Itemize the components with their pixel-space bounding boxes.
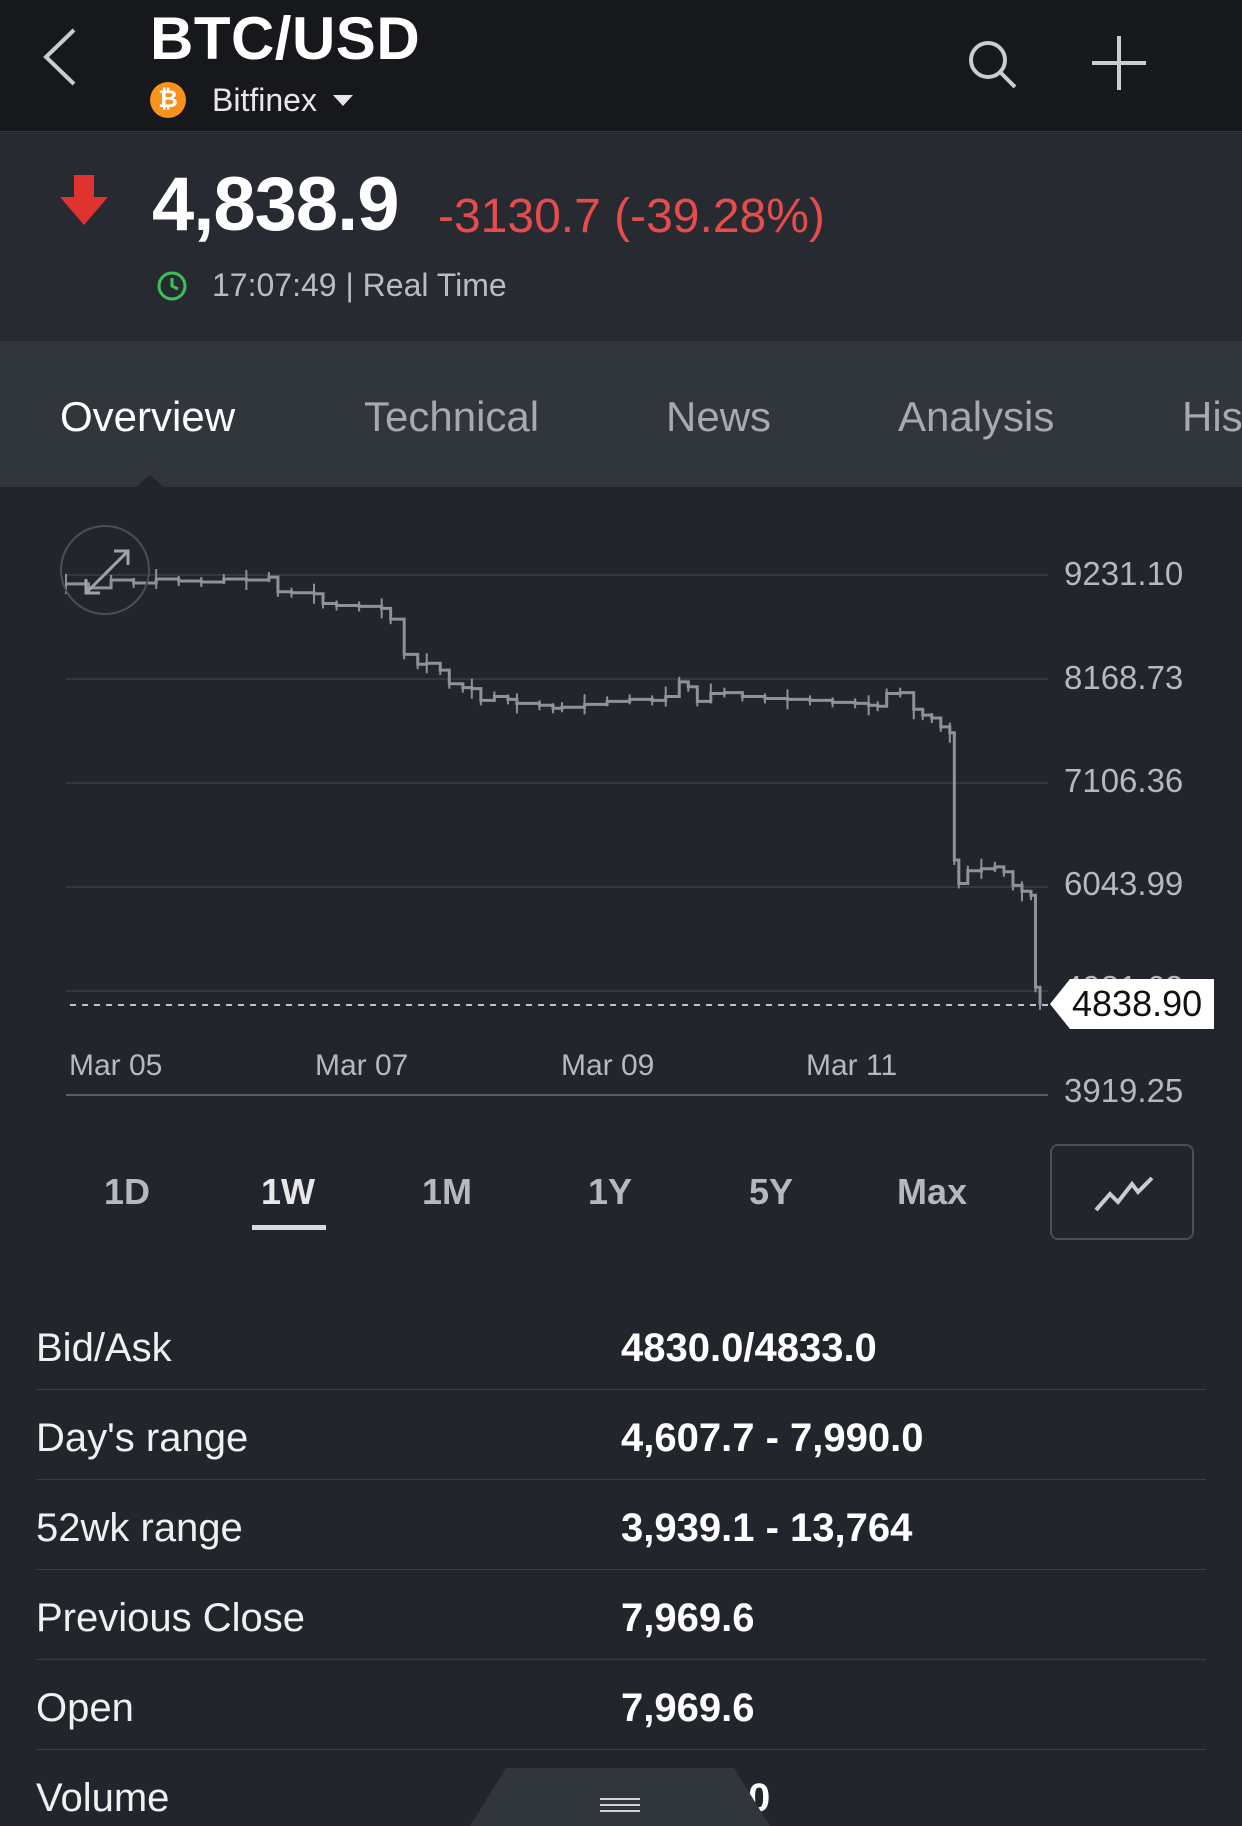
line-chart-icon bbox=[1094, 1176, 1154, 1212]
stat-value: 7,969.6 bbox=[621, 1596, 755, 1640]
stat-row-open: Open 7,969.6 bbox=[36, 1660, 1206, 1750]
down-arrow-icon bbox=[60, 175, 108, 225]
stat-label: Previous Close bbox=[36, 1596, 306, 1640]
bitcoin-logo-icon: ₿ bbox=[150, 82, 186, 118]
page-title: BTC/USD bbox=[150, 5, 421, 72]
current-price-flag: 4838.90 bbox=[1050, 979, 1215, 1029]
search-icon[interactable] bbox=[966, 38, 1018, 90]
stat-label: Volume bbox=[36, 1776, 170, 1820]
exchange-name: Bitfinex bbox=[212, 81, 317, 118]
chart-canvas bbox=[65, 569, 1050, 1096]
time-text: 17:07:49 | Real Time bbox=[212, 267, 507, 303]
stat-label: Open bbox=[36, 1686, 134, 1730]
stat-row-52wk-range: 52wk range 3,939.1 - 13,764 bbox=[36, 1480, 1206, 1570]
stat-value: 7,969.6 bbox=[621, 1686, 755, 1730]
range-1m-button[interactable]: 1M bbox=[422, 1171, 473, 1212]
expand-icon bbox=[84, 549, 130, 595]
bottom-drawer-handle[interactable] bbox=[470, 1768, 770, 1826]
tab-technical[interactable]: Technical bbox=[364, 393, 540, 440]
price-series-line bbox=[66, 575, 1042, 1005]
clock-icon bbox=[157, 271, 187, 300]
add-icon[interactable] bbox=[1090, 34, 1148, 92]
tab-analysis[interactable]: Analysis bbox=[898, 393, 1055, 440]
active-tab-indicator bbox=[136, 475, 164, 487]
stat-row-previous-close: Previous Close 7,969.6 bbox=[36, 1570, 1206, 1660]
hamburger-icon bbox=[600, 1798, 640, 1812]
stat-value: 4830.0/4833.0 bbox=[621, 1326, 877, 1370]
price-chart[interactable]: 9231.10 8168.73 7106.36 6043.99 4981.62 … bbox=[0, 487, 1242, 1127]
exchange-selector[interactable]: ₿ Bitfinex bbox=[150, 80, 353, 120]
stat-value: 4,607.7 - 7,990.0 bbox=[621, 1416, 924, 1460]
stat-label: Bid/Ask bbox=[36, 1326, 172, 1370]
range-1d-button[interactable]: 1D bbox=[104, 1171, 151, 1212]
stat-row-bid-ask: Bid/Ask 4830.0/4833.0 bbox=[36, 1300, 1206, 1390]
y-tick-label: 8168.73 bbox=[1064, 659, 1184, 696]
quote-panel: 4,838.9 -3130.7 (-39.28%) 17:07:49 | Rea… bbox=[0, 133, 1242, 341]
tab-bar: Overview Technical News Analysis His bbox=[0, 341, 1242, 487]
expand-chart-button[interactable] bbox=[60, 525, 150, 615]
y-tick-label: 9231.10 bbox=[1064, 555, 1184, 592]
range-selector: 1D 1W 1M 1Y 5Y Max bbox=[0, 1127, 1242, 1257]
back-icon[interactable] bbox=[38, 24, 84, 90]
quote-time: 17:07:49 | Real Time bbox=[156, 267, 507, 304]
y-tick-label: 6043.99 bbox=[1064, 865, 1184, 902]
range-1w-button[interactable]: 1W bbox=[261, 1171, 315, 1212]
stat-row-volume: Volume 0 bbox=[36, 1750, 1206, 1826]
stat-label: Day's range bbox=[36, 1416, 249, 1460]
range-5y-button[interactable]: 5Y bbox=[749, 1171, 794, 1212]
stat-value: 3,939.1 - 13,764 bbox=[621, 1506, 913, 1550]
tab-overview[interactable]: Overview bbox=[60, 393, 236, 440]
active-range-underline bbox=[252, 1225, 326, 1230]
range-1y-button[interactable]: 1Y bbox=[588, 1171, 633, 1212]
y-tick-label: 7106.36 bbox=[1064, 762, 1184, 799]
last-price: 4,838.9 bbox=[152, 162, 400, 247]
x-tick-label: Mar 09 bbox=[561, 1049, 655, 1082]
y-tick-label: 3919.25 bbox=[1064, 1072, 1184, 1109]
key-stats-table: Bid/Ask 4830.0/4833.0 Day's range 4,607.… bbox=[36, 1300, 1206, 1826]
range-max-button[interactable]: Max bbox=[897, 1171, 968, 1212]
chart-type-button[interactable] bbox=[1050, 1144, 1194, 1240]
stat-row-days-range: Day's range 4,607.7 - 7,990.0 bbox=[36, 1390, 1206, 1480]
price-change: -3130.7 (-39.28%) bbox=[438, 190, 825, 243]
price-flag-notch bbox=[1050, 979, 1070, 1029]
top-bar: BTC/USD ₿ Bitfinex bbox=[0, 0, 1242, 132]
x-tick-label: Mar 05 bbox=[69, 1049, 163, 1082]
tab-historical[interactable]: His bbox=[1182, 393, 1242, 440]
x-tick-label: Mar 11 bbox=[806, 1049, 898, 1082]
stat-label: 52wk range bbox=[36, 1506, 243, 1550]
current-price-label: 4838.90 bbox=[1070, 979, 1215, 1029]
x-tick-label: Mar 07 bbox=[315, 1049, 409, 1082]
caret-down-icon bbox=[332, 94, 353, 106]
tab-news[interactable]: News bbox=[666, 393, 772, 440]
